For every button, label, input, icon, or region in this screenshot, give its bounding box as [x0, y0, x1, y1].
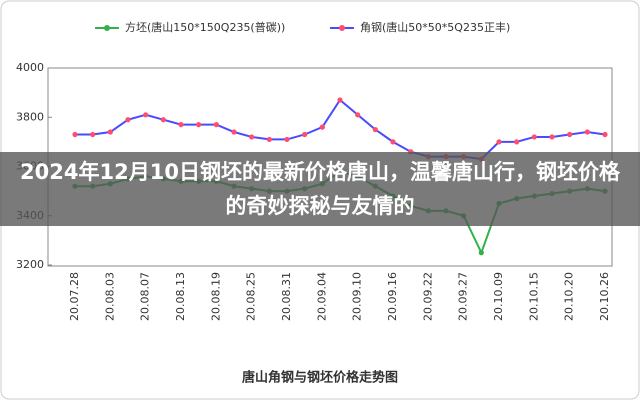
data-point — [496, 139, 502, 145]
x-tick-label: 20.10.26 — [598, 272, 611, 321]
x-tick-label: 20.08.19 — [209, 272, 222, 321]
x-tick-label: 20.09.04 — [315, 272, 328, 321]
data-point — [196, 122, 202, 128]
data-point — [302, 131, 308, 138]
data-point — [72, 131, 78, 138]
x-tick-label: 20.08.07 — [139, 272, 152, 321]
data-point — [337, 97, 343, 103]
data-point — [355, 112, 361, 118]
x-tick-label: 20.08.31 — [280, 272, 293, 321]
x-tick-label: 20.10.15 — [527, 272, 540, 321]
x-tick-label: 20.08.03 — [103, 272, 116, 321]
data-point — [90, 131, 96, 138]
data-point — [602, 131, 608, 138]
x-tick-label: 20.09.22 — [421, 272, 434, 321]
caption: 唐山角钢与钢坯价格走势图 — [242, 370, 398, 386]
data-point — [160, 117, 166, 123]
data-point — [213, 122, 219, 128]
x-tick-label: 20.07.28 — [68, 272, 81, 321]
legend-label: 方坯(唐山150*150Q235(普碳)) — [125, 20, 285, 34]
data-point — [584, 129, 590, 135]
x-tick-label: 20.09.16 — [386, 272, 399, 321]
x-tick-label: 20.10.09 — [492, 272, 505, 321]
data-point — [390, 139, 396, 145]
data-point — [531, 134, 537, 140]
x-tick-label: 20.10.20 — [563, 272, 576, 321]
data-point — [514, 139, 520, 145]
data-point — [231, 129, 237, 135]
x-tick-label: 20.09.10 — [351, 272, 364, 321]
data-point — [266, 136, 272, 143]
y-tick-label: 4000 — [16, 61, 44, 74]
data-point — [372, 126, 378, 133]
data-point — [125, 117, 131, 123]
data-point — [478, 250, 484, 256]
y-tick-label: 3200 — [16, 258, 44, 271]
overlay-title: 2024年12月10日钢坯的最新价格唐山，温馨唐山行，钢坯价格的奇妙探秘与友情的 — [0, 152, 640, 226]
y-tick-label: 3800 — [16, 110, 44, 123]
data-point — [249, 134, 255, 140]
x-tick-label: 20.08.25 — [245, 272, 258, 321]
data-point — [549, 134, 555, 140]
data-point — [143, 112, 149, 118]
data-point — [107, 129, 113, 135]
data-point — [284, 136, 290, 143]
legend-marker — [339, 25, 345, 31]
data-point — [319, 124, 325, 130]
x-tick-label: 20.09.27 — [457, 272, 470, 321]
legend-label: 角钢(唐山50*50*5Q235正丰) — [360, 20, 510, 34]
data-point — [567, 131, 573, 138]
data-point — [178, 122, 184, 128]
x-tick-label: 20.08.13 — [174, 272, 187, 321]
legend-marker — [104, 25, 110, 31]
